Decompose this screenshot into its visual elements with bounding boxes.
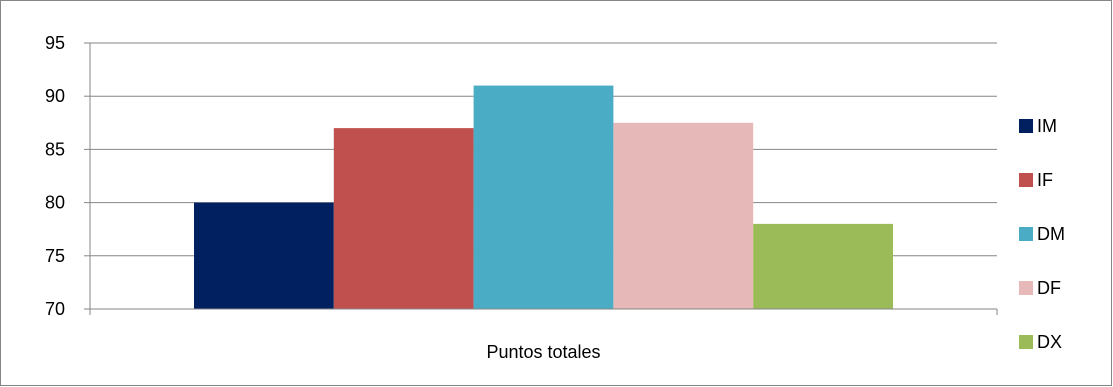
legend-label-df: DF bbox=[1037, 278, 1061, 298]
bar-series bbox=[194, 85, 893, 309]
bar-dm bbox=[473, 85, 614, 309]
y-tick-label: 70 bbox=[45, 299, 65, 319]
y-tick-label: 90 bbox=[45, 86, 65, 106]
bar-im bbox=[194, 202, 334, 309]
legend-label-dx: DX bbox=[1037, 332, 1062, 352]
y-tick-label: 95 bbox=[45, 33, 65, 53]
y-tick-label: 75 bbox=[45, 246, 65, 266]
legend-swatch-dm bbox=[1019, 227, 1033, 241]
legend-label-im: IM bbox=[1037, 116, 1057, 136]
x-category-label: Puntos totales bbox=[486, 342, 600, 362]
y-tick-label: 80 bbox=[45, 193, 65, 213]
y-tick-label: 85 bbox=[45, 139, 65, 159]
bar-dx bbox=[753, 223, 893, 309]
legend-swatch-dx bbox=[1019, 335, 1033, 349]
x-axis-ticks: Puntos totales bbox=[89, 309, 998, 362]
legend-swatch-if bbox=[1019, 173, 1033, 187]
legend-swatch-im bbox=[1019, 119, 1033, 133]
legend: IM IF DM DF DX bbox=[1019, 116, 1065, 352]
legend-swatch-df bbox=[1019, 281, 1033, 295]
legend-label-dm: DM bbox=[1037, 224, 1065, 244]
legend-label-if: IF bbox=[1037, 170, 1053, 190]
bar-if bbox=[333, 128, 474, 309]
y-axis-ticks: 70 75 80 85 90 95 bbox=[45, 33, 90, 319]
bar-df bbox=[613, 122, 754, 309]
